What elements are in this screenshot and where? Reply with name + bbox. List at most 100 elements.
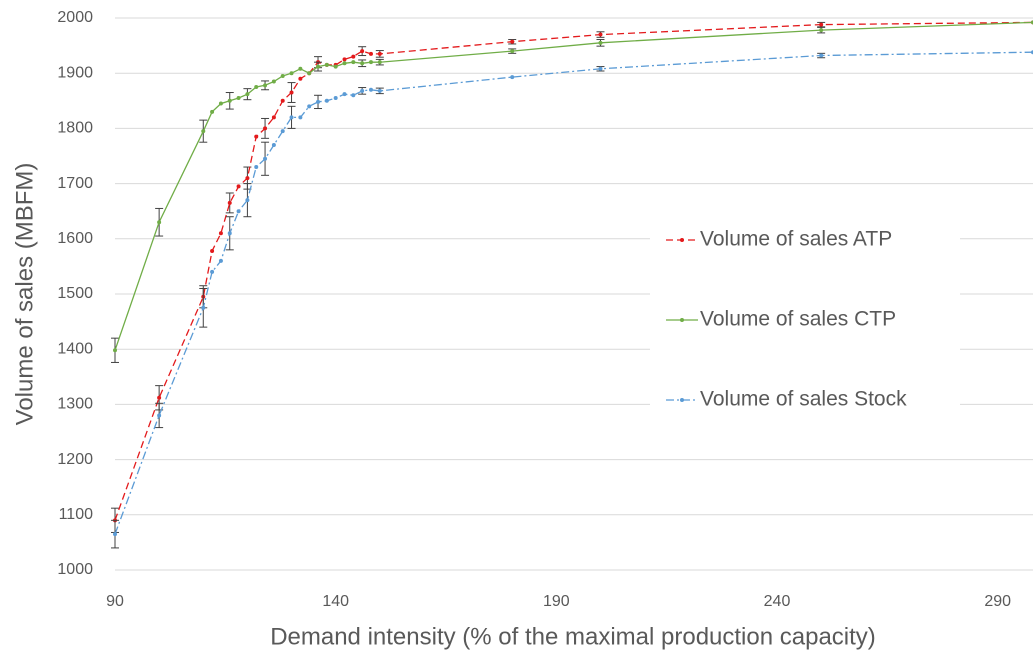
data-point (510, 39, 515, 44)
y-tick-label: 1700 (57, 175, 93, 192)
data-point (113, 532, 117, 537)
x-tick-label: 290 (984, 593, 1011, 610)
legend-label: Volume of sales Stock (700, 388, 907, 411)
data-point (227, 200, 232, 205)
data-point (236, 96, 241, 101)
data-point (157, 413, 162, 418)
x-tick-label: 190 (543, 593, 570, 610)
data-point (271, 79, 276, 84)
series (111, 20, 1033, 363)
y-tick-label: 1500 (57, 285, 93, 302)
data-point (271, 115, 276, 120)
data-point (201, 305, 206, 310)
data-point (157, 220, 162, 225)
legend-background (650, 200, 960, 440)
legend-marker (680, 238, 684, 242)
data-point (218, 258, 223, 263)
data-point (263, 126, 268, 131)
data-point (351, 54, 356, 59)
y-tick-label: 1200 (57, 451, 93, 468)
data-point (113, 348, 117, 353)
data-point (227, 98, 232, 103)
data-point (360, 49, 365, 54)
data-point (254, 85, 259, 89)
data-point (316, 64, 321, 69)
data-point (289, 90, 294, 95)
data-point (245, 92, 250, 97)
data-point (360, 61, 365, 66)
data-point (280, 73, 285, 78)
data-point (360, 88, 365, 93)
data-point (210, 248, 215, 253)
data-point (324, 98, 329, 103)
data-point (201, 129, 206, 134)
data-point (368, 60, 373, 65)
data-point (307, 71, 312, 76)
data-point (298, 76, 303, 81)
data-point (218, 101, 223, 106)
data-point (298, 66, 303, 71)
data-point (377, 88, 382, 93)
y-tick-label: 1300 (57, 396, 93, 413)
data-point (236, 184, 241, 189)
y-tick-label: 1900 (57, 64, 93, 81)
data-point (598, 66, 603, 71)
data-point (298, 115, 303, 120)
data-point (510, 49, 515, 54)
data-point (368, 51, 373, 56)
data-point (254, 134, 259, 139)
data-point (227, 231, 232, 236)
data-point (342, 57, 347, 62)
data-point (245, 198, 250, 203)
data-point (218, 231, 223, 236)
data-point (819, 22, 824, 27)
legend-label: Volume of sales CTP (700, 308, 896, 331)
data-point (157, 395, 162, 400)
data-point (333, 64, 338, 69)
y-tick-label: 2000 (57, 9, 93, 26)
data-point (351, 93, 356, 98)
data-point (510, 75, 515, 80)
data-point (598, 40, 603, 45)
data-point (342, 61, 347, 66)
data-point (307, 104, 312, 109)
data-point (263, 83, 268, 88)
data-point (377, 51, 382, 56)
legend-marker (680, 398, 684, 402)
x-axis-title: Demand intensity (% of the maximal produ… (270, 623, 876, 650)
y-tick-label: 1800 (57, 120, 93, 137)
data-point (342, 92, 347, 97)
x-tick-label: 240 (764, 593, 791, 610)
data-point (271, 142, 276, 147)
data-point (333, 96, 338, 101)
series (111, 50, 1033, 549)
data-point (245, 176, 250, 181)
data-point (210, 269, 215, 274)
y-tick-label: 1400 (57, 340, 93, 357)
x-tick-label: 90 (106, 593, 124, 610)
y-tick-label: 1000 (57, 561, 93, 578)
data-point (324, 62, 329, 67)
data-point (289, 71, 294, 76)
data-point (368, 87, 373, 92)
data-point (289, 115, 294, 120)
data-point (280, 129, 285, 134)
data-point (236, 209, 241, 214)
data-point (377, 60, 382, 65)
legend: Volume of sales ATP Volume of sales CTP Vo… (650, 200, 960, 440)
data-point (280, 98, 285, 103)
data-point (819, 53, 824, 58)
legend-label: Volume of sales ATP (700, 228, 892, 251)
data-point (263, 156, 268, 161)
data-point (254, 165, 259, 170)
legend-marker (680, 318, 684, 322)
x-tick-label: 140 (322, 593, 349, 610)
y-axis-title: Volume of sales (MBFM) (11, 163, 38, 426)
y-tick-label: 1100 (59, 506, 94, 523)
data-point (598, 32, 603, 37)
data-point (819, 28, 824, 33)
data-point (316, 99, 321, 104)
data-point (351, 60, 356, 65)
y-tick-label: 1600 (57, 230, 93, 247)
